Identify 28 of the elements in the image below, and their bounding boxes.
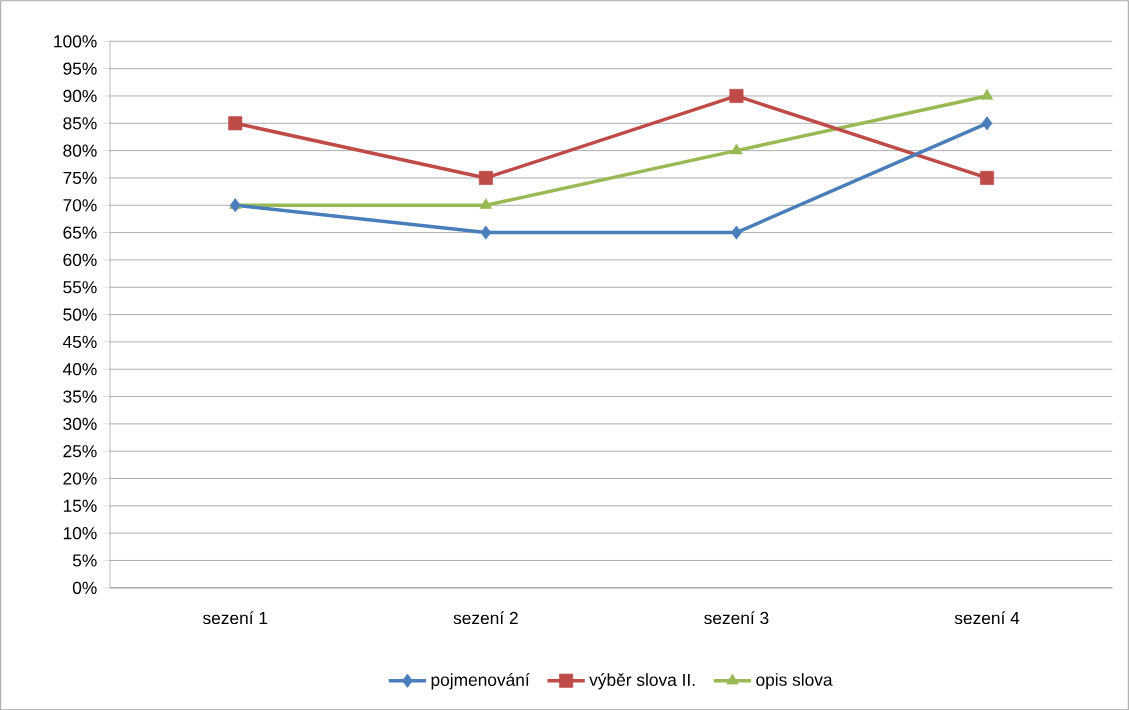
y-tick-label: 50% <box>63 308 97 321</box>
y-tick-label: 90% <box>63 89 97 102</box>
y-tick-label: 100% <box>54 34 97 48</box>
y-tick-label: 30% <box>63 417 97 430</box>
x-tick-label: sezení 4 <box>954 610 1020 624</box>
y-tick-label: 55% <box>63 280 97 294</box>
y-tick-label: 0% <box>72 581 97 594</box>
y-tick-label: 70% <box>63 198 97 212</box>
y-tick-label: 95% <box>63 62 97 75</box>
y-tick-label: 65% <box>63 226 97 239</box>
legend-label: opis slova <box>756 672 833 690</box>
y-tick-label: 60% <box>63 253 97 266</box>
y-tick-label: 40% <box>62 362 97 376</box>
x-tick-label: sezení 1 <box>202 610 268 624</box>
y-tick-label: 85% <box>63 116 97 130</box>
legend-label: výběr slova II. <box>589 672 695 690</box>
y-tick-label: 5% <box>72 554 97 567</box>
y-tick-label: 15% <box>63 499 97 512</box>
y-tick-label: 75% <box>63 171 97 184</box>
y-tick-label: 25% <box>63 444 97 458</box>
y-tick-label: 35% <box>63 390 97 403</box>
y-tick-label: 80% <box>63 144 97 157</box>
y-tick-label: 20% <box>63 472 97 485</box>
x-tick-label: sezení 2 <box>453 610 518 624</box>
y-tick-label: 10% <box>63 526 97 540</box>
x-tick-label: sezení 3 <box>704 610 769 624</box>
legend-label: pojmenování <box>431 672 530 690</box>
y-tick-label: 45% <box>62 335 97 348</box>
